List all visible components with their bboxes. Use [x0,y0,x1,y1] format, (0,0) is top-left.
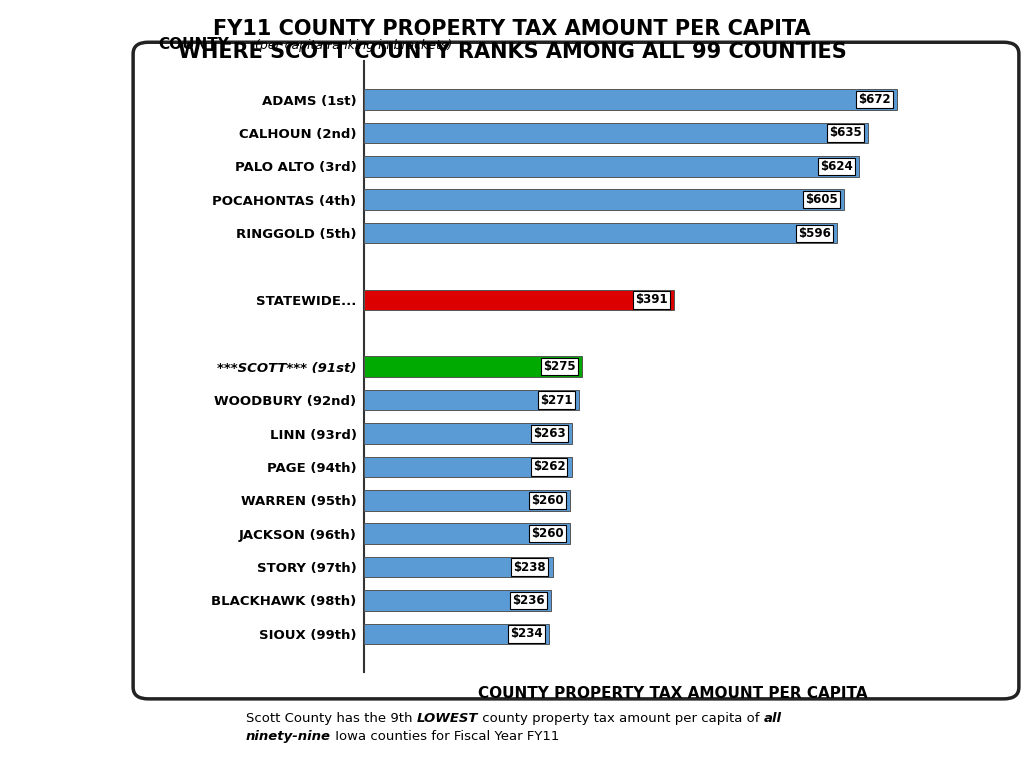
Bar [364,423,572,444]
Bar [364,190,844,210]
Bar [364,223,837,243]
Text: $391: $391 [635,293,668,306]
Bar [364,123,868,144]
Text: county property tax amount per capita of: county property tax amount per capita of [478,712,764,725]
Text: $624: $624 [820,160,853,173]
Bar [364,156,859,177]
Text: Iowa counties for Fiscal Year FY11: Iowa counties for Fiscal Year FY11 [331,730,559,743]
Bar [364,356,582,377]
Text: ninety-nine: ninety-nine [246,730,331,743]
Text: $260: $260 [531,494,563,507]
Text: $263: $263 [534,427,566,440]
Text: (per capita ranking in brackets): (per capita ranking in brackets) [251,39,453,52]
Text: WHERE SCOTT COUNTY RANKS AMONG ALL 99 COUNTIES: WHERE SCOTT COUNTY RANKS AMONG ALL 99 CO… [177,42,847,62]
Text: $271: $271 [540,394,572,406]
Text: $672: $672 [858,93,891,106]
X-axis label: COUNTY PROPERTY TAX AMOUNT PER CAPITA: COUNTY PROPERTY TAX AMOUNT PER CAPITA [478,686,868,701]
Text: $262: $262 [532,460,565,473]
Bar [364,590,551,611]
Text: all: all [764,712,781,725]
Bar [364,290,674,310]
Text: $275: $275 [543,360,575,373]
Bar [364,557,553,578]
Text: COUNTY: COUNTY [159,37,229,52]
Bar [364,624,549,644]
Text: LOWEST: LOWEST [417,712,478,725]
Text: Scott County has the 9th: Scott County has the 9th [246,712,417,725]
Text: $635: $635 [828,127,861,140]
Text: $260: $260 [531,527,563,540]
Bar [364,523,570,544]
Text: FY11 COUNTY PROPERTY TAX AMOUNT PER CAPITA: FY11 COUNTY PROPERTY TAX AMOUNT PER CAPI… [213,19,811,39]
Bar [364,390,579,410]
Bar [364,89,897,110]
Text: $596: $596 [798,227,830,240]
Bar [364,490,570,511]
Text: $236: $236 [512,594,545,607]
Bar [364,456,571,477]
Text: $234: $234 [510,627,543,641]
Text: $238: $238 [514,561,546,574]
Text: $605: $605 [805,194,838,207]
